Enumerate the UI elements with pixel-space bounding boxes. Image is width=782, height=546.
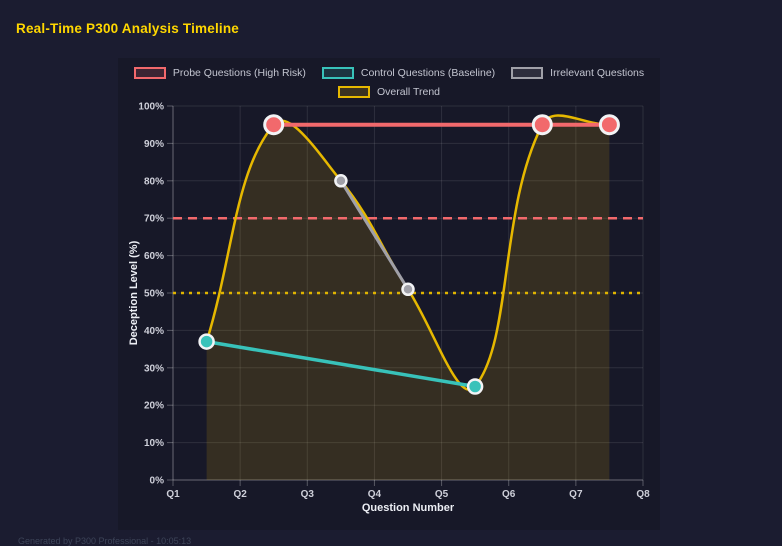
legend-swatch [133, 67, 166, 79]
y-axis-title: Deception Level (%) [128, 240, 140, 346]
x-tick-label: Q5 [435, 489, 449, 500]
y-tick-label: 20% [144, 401, 164, 412]
data-point[interactable] [401, 282, 415, 297]
x-tick-label: Q7 [569, 489, 583, 500]
legend-swatch [337, 86, 370, 98]
trend-area-fill [206, 115, 610, 480]
y-tick-label: 40% [144, 326, 164, 337]
data-point[interactable] [598, 114, 620, 136]
series-line [339, 179, 410, 291]
chart-panel: Probe Questions (High Risk) Control Quest… [118, 58, 660, 530]
footer-note: Generated by P300 Professional - 10:05:1… [18, 536, 192, 546]
legend-label: Overall Trend [376, 86, 441, 98]
x-tick-label: Q8 [636, 489, 650, 500]
y-tick-label: 100% [138, 102, 164, 113]
y-tick-label: 30% [144, 363, 164, 374]
y-tick-label: 0% [150, 476, 165, 487]
y-tick-label: 80% [144, 176, 164, 187]
page-title: Real-Time P300 Analysis Timeline [16, 21, 240, 36]
legend-swatch [511, 67, 544, 79]
legend-label: Probe Questions (High Risk) [172, 67, 306, 79]
y-tick-label: 90% [144, 139, 164, 150]
x-tick-label: Q1 [166, 489, 180, 500]
y-tick-label: 10% [144, 438, 164, 449]
data-point[interactable] [531, 114, 553, 136]
legend-item-2[interactable]: Control Questions (Baseline) [321, 67, 496, 79]
legend-label: Irrelevant Questions [550, 67, 645, 79]
y-tick-label: 60% [144, 251, 164, 262]
chart-legend: Probe Questions (High Risk) Control Quest… [118, 67, 660, 98]
y-tick-label: 70% [144, 214, 164, 225]
legend-item-3[interactable]: Irrelevant Questions [511, 67, 644, 79]
legend-swatch [321, 67, 354, 79]
series-line [204, 339, 477, 389]
data-point[interactable] [263, 114, 285, 136]
data-point[interactable] [466, 378, 484, 395]
data-point[interactable] [334, 174, 348, 188]
x-tick-label: Q6 [502, 489, 516, 500]
data-point[interactable] [198, 333, 215, 350]
legend-item-4[interactable]: Overall Trend [337, 86, 441, 98]
legend-item-1[interactable]: Probe Questions (High Risk) [133, 67, 306, 79]
y-tick-label: 50% [144, 289, 164, 300]
legend-label: Control Questions (Baseline) [360, 67, 496, 79]
x-tick-label: Q3 [301, 489, 315, 500]
x-tick-label: Q4 [368, 489, 382, 500]
chart-canvas[interactable]: 0% 10% 20% 30% 40% 50% 60% 70% 80% 90% 100% Q1 Q2 Q3 Q… [118, 58, 660, 532]
x-tick-label: Q2 [233, 489, 247, 500]
x-axis-title: Question Number [361, 502, 455, 514]
